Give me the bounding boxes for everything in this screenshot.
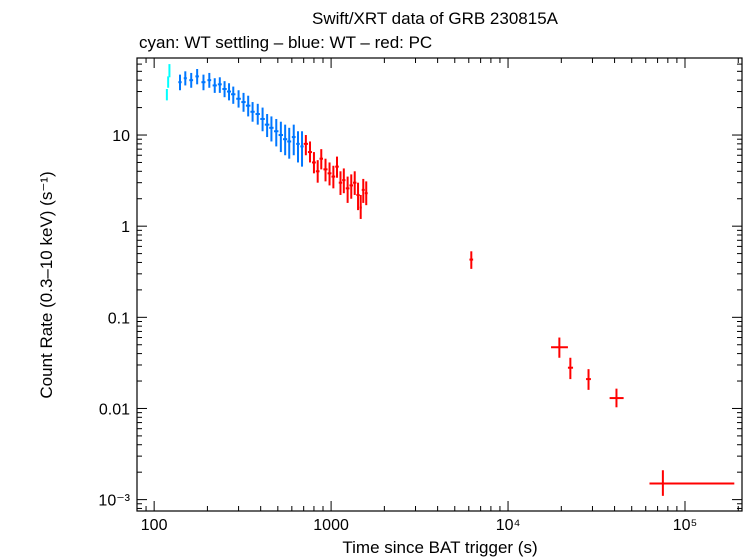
- data-point: [353, 171, 357, 195]
- data-point: [250, 102, 255, 122]
- data-point: [236, 90, 241, 108]
- x-tick-label: 10⁵: [673, 517, 697, 534]
- data-point: [231, 86, 236, 104]
- data-point: [609, 388, 624, 408]
- plot-frame: [136, 57, 743, 512]
- x-axis-label: Time since BAT trigger (s): [342, 538, 537, 557]
- x-axis-ticks: 100 1000 10⁴ 10⁵: [136, 58, 739, 534]
- data-point: [178, 74, 182, 91]
- chart-title: Swift/XRT data of GRB 230815A: [312, 9, 559, 28]
- data-point: [283, 124, 288, 156]
- data-point: [183, 71, 187, 86]
- data-point: [201, 74, 206, 91]
- data-point: [319, 149, 323, 170]
- data-point: [222, 81, 227, 98]
- y-tick-label: 10⁻³: [98, 493, 130, 510]
- data-point: [300, 131, 304, 167]
- data-point: [278, 121, 284, 153]
- data-point: [364, 181, 368, 206]
- data-point: [287, 127, 292, 159]
- data-point: [342, 168, 346, 194]
- data-point: [649, 470, 735, 496]
- x-tick-label: 10⁴: [496, 517, 521, 534]
- data-point: [335, 156, 339, 178]
- y-tick-label: 0.1: [108, 310, 130, 327]
- data-point: [331, 165, 336, 189]
- chart-subtitle: cyan: WT settling – blue: WT – red: PC: [139, 33, 432, 52]
- data-point: [260, 107, 265, 132]
- data-point: [315, 160, 320, 183]
- data-point: [312, 152, 316, 174]
- data-point: [212, 78, 217, 93]
- data-point: [349, 174, 354, 199]
- data-point: [264, 114, 270, 138]
- data-point: [303, 135, 308, 156]
- data-point: [165, 88, 168, 101]
- data-point: [338, 171, 343, 195]
- data-point: [356, 182, 360, 211]
- data-point: [195, 69, 199, 85]
- data-point: [361, 178, 365, 203]
- series-wt: [178, 69, 304, 167]
- data-point: [274, 118, 279, 147]
- data-point: [269, 116, 274, 142]
- data-point: [217, 77, 222, 93]
- data-point: [323, 158, 328, 182]
- data-point: [551, 337, 568, 358]
- data-point: [168, 64, 171, 78]
- x-tick-label: 100: [141, 517, 168, 534]
- data-point: [469, 251, 474, 269]
- y-axis-label: Count Rate (0.3–10 keV) (s⁻¹): [37, 171, 56, 398]
- data-point: [567, 357, 574, 380]
- data-point: [291, 124, 296, 156]
- x-tick-label: 1000: [313, 517, 349, 534]
- y-tick-label: 10: [112, 128, 130, 145]
- data-point: [296, 131, 300, 163]
- data-point: [586, 369, 591, 390]
- series-wt-settling: [165, 64, 171, 101]
- data-point: [327, 162, 332, 186]
- data-point: [307, 141, 313, 163]
- series-pc: [303, 135, 735, 496]
- data-point: [167, 76, 170, 88]
- data-point: [207, 72, 212, 88]
- data-point: [241, 92, 246, 112]
- data-point: [255, 103, 260, 125]
- data-point: [345, 176, 350, 203]
- y-tick-label: 0.01: [99, 401, 130, 418]
- data-point: [359, 194, 362, 219]
- data-series: [165, 64, 735, 496]
- y-axis-ticks: 10 1 0.1 0.01 10⁻³: [98, 57, 742, 510]
- y-tick-label: 1: [121, 219, 130, 236]
- data-point: [226, 83, 232, 101]
- data-point: [189, 72, 194, 88]
- data-point: [245, 95, 251, 117]
